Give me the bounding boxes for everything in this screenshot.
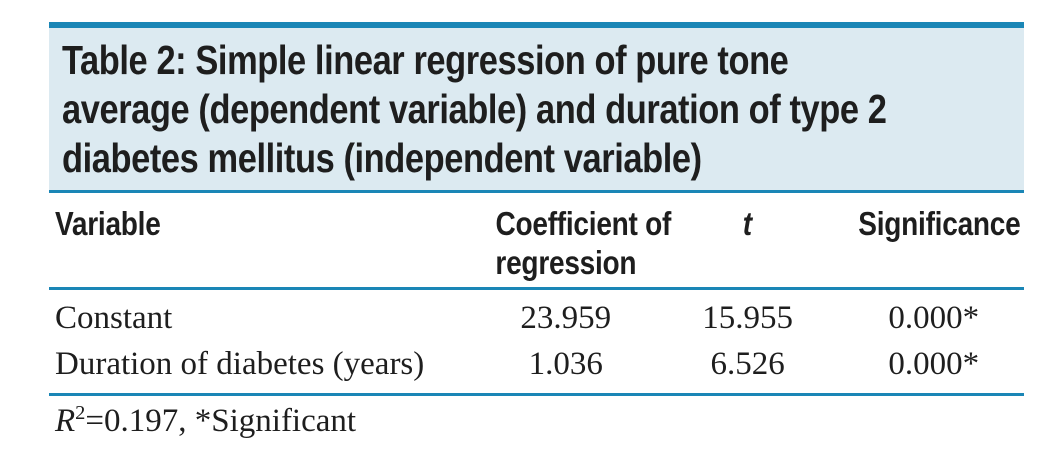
column-header-variable: Variable: [55, 205, 161, 242]
cell-coefficient: 23.959: [520, 299, 612, 336]
regression-table: Table 2: Simple linear regression of pur…: [49, 22, 1024, 440]
table-title-line-2: average (dependent variable) and duratio…: [62, 86, 887, 132]
cell-t: 6.526: [710, 345, 785, 382]
table-title-line-1: Table 2: Simple linear regression of pur…: [62, 37, 789, 83]
column-header-coefficient: Coefficient of regression: [480, 204, 671, 282]
footnote-text: =0.197, *Significant: [85, 403, 357, 439]
cell-t: 15.955: [702, 299, 793, 336]
column-header-t: t: [743, 205, 753, 242]
table-body: Constant 23.959 15.955 0.000* Duration o…: [49, 290, 1024, 396]
table-title-block: Table 2: Simple linear regression of pur…: [49, 22, 1024, 193]
table-header-row: Variable Coefficient of regression t Sig…: [49, 193, 1024, 290]
column-header-coefficient-line2: regression: [495, 244, 637, 281]
footnote-r-exponent: 2: [75, 402, 86, 424]
column-header-significance: Significance: [857, 205, 1021, 242]
cell-variable: Constant: [55, 299, 173, 336]
table-row-constant: Constant 23.959 15.955 0.000*: [49, 295, 1024, 341]
cell-significance: 0.000*: [888, 345, 980, 382]
footnote-r-symbol: R: [55, 403, 76, 439]
column-header-coefficient-line1: Coefficient of: [495, 205, 672, 242]
table-title-line-3: diabetes mellitus (independent variable): [62, 135, 702, 181]
cell-significance: 0.000*: [888, 299, 980, 336]
cell-variable: Duration of diabetes (years): [55, 345, 425, 382]
table-row-duration: Duration of diabetes (years) 1.036 6.526…: [49, 341, 1024, 387]
cell-coefficient: 1.036: [528, 345, 603, 382]
table-footnote: R2=0.197, *Significant: [49, 396, 1024, 440]
